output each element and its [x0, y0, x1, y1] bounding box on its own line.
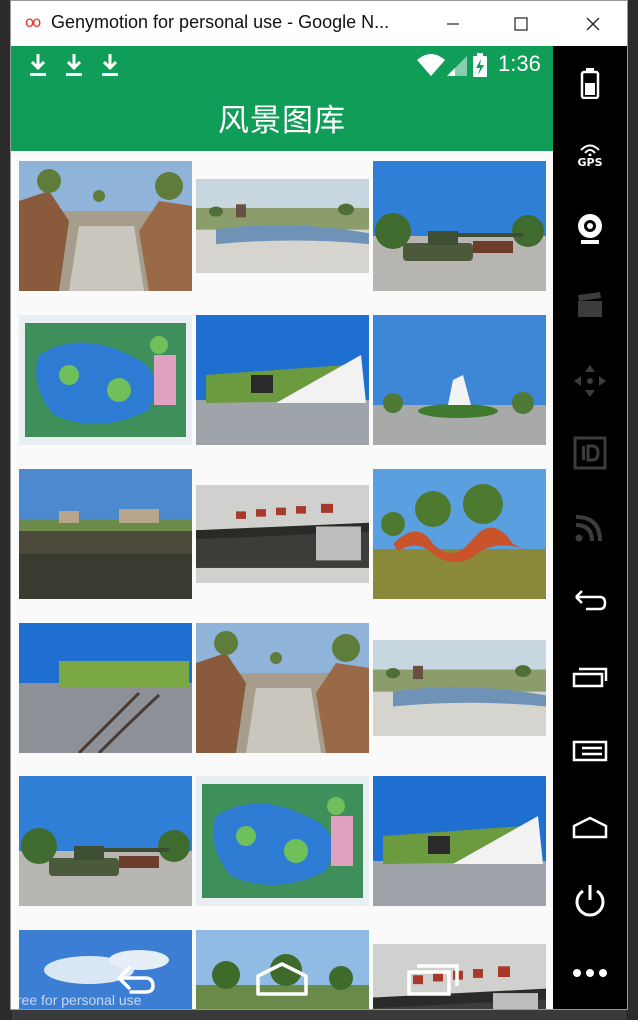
navigation-bar [11, 946, 553, 1009]
more-button[interactable] [565, 948, 615, 998]
sidebar-back-button[interactable] [565, 576, 615, 626]
desktop-left-edge [0, 0, 12, 1020]
gallery-thumbnail[interactable] [19, 315, 192, 445]
gallery-thumbnail[interactable] [373, 315, 546, 445]
gps-icon [580, 144, 600, 156]
recents-icon [407, 964, 459, 996]
gallery-thumbnail[interactable] [373, 944, 546, 1009]
status-time: 1:36 [498, 51, 541, 76]
sidebar-recents-button[interactable] [565, 652, 615, 702]
gallery-thumbnail[interactable] [196, 930, 369, 1009]
gallery-thumbnail[interactable] [373, 469, 546, 599]
battery-button[interactable] [565, 58, 615, 108]
download-icon [63, 52, 85, 78]
power-icon [575, 885, 605, 917]
camera-icon [578, 214, 602, 244]
gallery-thumbnail[interactable] [373, 161, 546, 291]
desktop-right-edge [626, 0, 638, 1020]
gps-label: GPS [577, 155, 603, 169]
gps-button[interactable]: GPS [565, 130, 615, 180]
signal-icon [447, 56, 467, 76]
clapper-icon [578, 292, 602, 317]
gallery-thumbnail[interactable] [196, 315, 369, 445]
maximize-button[interactable] [497, 1, 545, 46]
android-screen: 1:36 风景图库 free for personal use [11, 46, 553, 1009]
dpad-icon [574, 365, 606, 397]
gallery-thumbnail[interactable] [19, 161, 192, 291]
watermark: free for personal use [13, 992, 142, 1008]
menu-icon [572, 740, 608, 762]
gallery-thumbnail[interactable] [19, 469, 192, 599]
cast-button[interactable] [565, 502, 615, 552]
window-title: Genymotion for personal use - Google N..… [51, 12, 390, 32]
minimize-icon [447, 22, 459, 25]
download-icon [27, 52, 49, 78]
app-title: 风景图库 [218, 103, 346, 139]
gallery-thumbnail[interactable] [196, 179, 369, 273]
sidebar-menu-button[interactable] [565, 726, 615, 776]
window-titlebar[interactable]: oo Genymotion for personal use - Google … [11, 1, 627, 46]
maximize-icon [514, 16, 528, 31]
back-icon [575, 590, 607, 611]
download-icon [99, 52, 121, 78]
genymotion-sidebar: GPS [553, 46, 627, 1009]
battery-icon [580, 68, 600, 99]
close-button[interactable] [569, 1, 617, 46]
back-icon [117, 966, 155, 994]
home-icon [572, 816, 608, 839]
nav-back-button[interactable] [101, 956, 161, 1000]
battery-charging-icon [473, 53, 487, 77]
nav-home-button[interactable] [252, 956, 312, 1000]
app-bar: 风景图库 [11, 84, 553, 151]
gallery-thumbnail[interactable] [19, 930, 192, 1009]
cast-icon [575, 515, 602, 542]
gallery-thumbnail[interactable] [373, 640, 546, 736]
gallery-thumbnail[interactable] [196, 776, 369, 906]
genymotion-logo-icon: oo [25, 13, 41, 31]
gallery-thumbnail[interactable] [373, 776, 546, 906]
nav-recents-button[interactable] [403, 956, 463, 1000]
gallery-thumbnail[interactable] [19, 623, 192, 753]
sidebar-home-button[interactable] [565, 802, 615, 852]
camera-button[interactable] [565, 204, 615, 254]
gallery-thumbnail[interactable] [196, 623, 369, 753]
gallery-thumbnail[interactable] [19, 776, 192, 906]
recents-icon [572, 667, 608, 688]
media-button[interactable] [565, 280, 615, 330]
device-id-button[interactable] [565, 428, 615, 478]
status-bar: 1:36 [11, 46, 553, 84]
gallery-thumbnail[interactable] [196, 485, 369, 583]
close-icon [586, 17, 600, 30]
genymotion-window: oo Genymotion for personal use - Google … [10, 0, 628, 1010]
home-icon [256, 962, 308, 996]
minimize-button[interactable] [429, 1, 477, 46]
power-button[interactable] [565, 876, 615, 926]
dpad-button[interactable] [565, 356, 615, 406]
id-icon [573, 436, 607, 470]
more-icon [573, 969, 607, 977]
wifi-icon [417, 54, 445, 76]
